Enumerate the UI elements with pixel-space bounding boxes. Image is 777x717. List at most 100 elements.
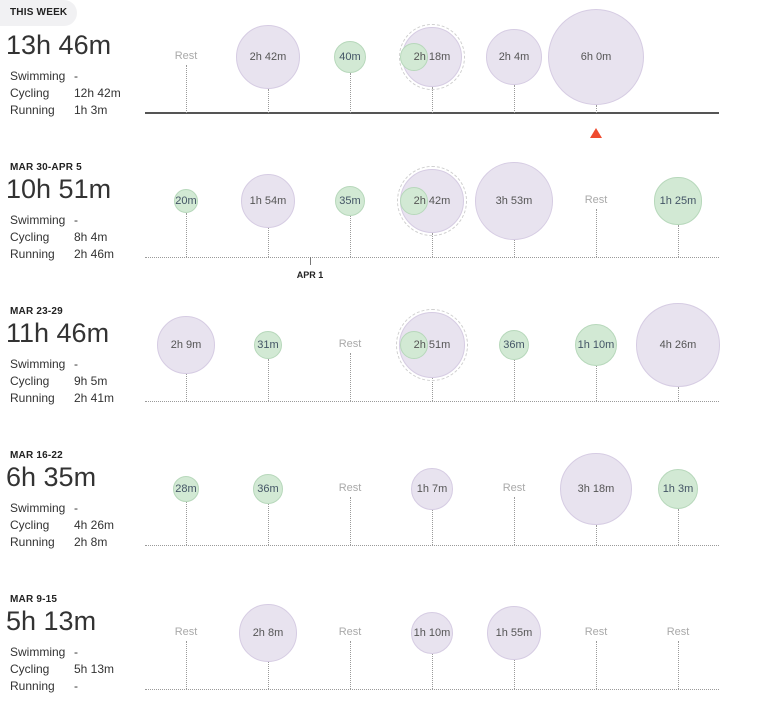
cycling-activity-bubble[interactable]: 2h 42m bbox=[235, 24, 301, 90]
week-label: MAR 30-APR 5 bbox=[10, 162, 82, 173]
sport-stat-row: Swimming - bbox=[10, 645, 78, 659]
day-stem bbox=[350, 497, 351, 545]
sport-name: Running bbox=[10, 247, 55, 261]
day-stem bbox=[514, 360, 515, 401]
day-stem bbox=[186, 502, 187, 545]
week-total: 11h 46m bbox=[6, 318, 110, 348]
running-activity-bubble[interactable]: 1h 10m bbox=[574, 323, 618, 367]
cycling-activity-bubble[interactable]: 4h 26m bbox=[636, 303, 720, 387]
rest-day-label[interactable]: Rest bbox=[666, 626, 690, 638]
day-stem bbox=[678, 224, 679, 257]
sport-duration: - bbox=[74, 645, 78, 659]
sport-name: Running bbox=[10, 679, 55, 693]
today-marker-icon bbox=[590, 128, 602, 138]
cycling-activity-bubble[interactable]: 1h 10m bbox=[410, 611, 454, 655]
week-timeline-axis bbox=[145, 689, 719, 690]
running-activity-bubble[interactable] bbox=[400, 43, 428, 71]
cycling-activity-bubble[interactable]: 1h 7m bbox=[411, 468, 453, 510]
week-row: MAR 16-22 6h 35m Swimming - Cycling 4h 26m Run… bbox=[0, 432, 777, 576]
day-stem bbox=[596, 366, 597, 401]
sport-name: Running bbox=[10, 535, 55, 549]
sport-name: Cycling bbox=[10, 518, 50, 532]
cycling-activity-bubble[interactable] bbox=[398, 311, 466, 379]
week-label: MAR 23-29 bbox=[10, 306, 63, 317]
cycling-activity-bubble[interactable]: 2h 9m bbox=[157, 316, 215, 374]
day-stem bbox=[350, 641, 351, 689]
sport-stat-row: Running 1h 3m bbox=[10, 103, 107, 117]
running-activity-bubble[interactable]: 36m bbox=[498, 329, 530, 361]
day-stem bbox=[350, 353, 351, 401]
week-total: 13h 46m bbox=[6, 30, 112, 60]
sport-duration: 9h 5m bbox=[74, 374, 108, 388]
sport-duration: - bbox=[74, 679, 78, 693]
sport-duration: 2h 8m bbox=[74, 535, 108, 549]
day-duration-label: 2h 51m bbox=[413, 338, 451, 351]
day-stem bbox=[186, 65, 187, 113]
sport-duration: - bbox=[74, 357, 78, 371]
week-timeline-axis bbox=[145, 401, 719, 402]
day-stem bbox=[514, 239, 515, 257]
day-stem bbox=[350, 216, 351, 257]
day-stem bbox=[514, 85, 515, 113]
sport-stat-row: Cycling 8h 4m bbox=[10, 230, 107, 244]
cycling-activity-bubble[interactable]: 1h 54m bbox=[240, 173, 296, 229]
sport-name: Swimming bbox=[10, 645, 66, 659]
sport-duration: 5h 13m bbox=[74, 662, 115, 676]
cycling-activity-bubble[interactable]: 2h 8m bbox=[239, 604, 297, 662]
running-activity-bubble[interactable]: 36m bbox=[252, 473, 284, 505]
running-activity-bubble[interactable]: 31m bbox=[253, 330, 283, 360]
rest-day-label[interactable]: Rest bbox=[174, 626, 198, 638]
rest-day-label[interactable]: Rest bbox=[338, 482, 362, 494]
running-activity-bubble[interactable]: 20m bbox=[174, 189, 198, 213]
cycling-activity-bubble[interactable]: 2h 4m bbox=[485, 28, 543, 86]
rest-day-label[interactable]: Rest bbox=[174, 50, 198, 62]
day-stem bbox=[678, 641, 679, 689]
running-activity-bubble[interactable]: 1h 25m bbox=[654, 177, 702, 225]
running-activity-bubble[interactable]: 35m bbox=[334, 185, 366, 217]
sport-name: Swimming bbox=[10, 357, 66, 371]
day-stem bbox=[678, 509, 679, 545]
running-activity-bubble[interactable]: 28m bbox=[172, 475, 200, 503]
day-stem bbox=[268, 661, 269, 689]
month-boundary-label: APR 1 bbox=[296, 270, 324, 280]
week-row: MAR 30-APR 5 10h 51m Swimming - Cycling 8h 4m… bbox=[0, 144, 777, 288]
running-activity-bubble[interactable]: 40m bbox=[333, 40, 367, 74]
week-row: MAR 23-29 11h 46m Swimming - Cycling 9h 5m Run… bbox=[0, 288, 777, 432]
cycling-activity-bubble[interactable]: 6h 0m bbox=[547, 8, 645, 106]
sport-stat-row: Running - bbox=[10, 679, 78, 693]
week-total: 5h 13m bbox=[6, 606, 97, 636]
day-stem bbox=[596, 209, 597, 257]
cycling-activity-bubble[interactable]: 3h 53m bbox=[475, 162, 553, 240]
rest-day-label[interactable]: Rest bbox=[502, 482, 526, 494]
day-stem bbox=[432, 654, 433, 689]
sport-stat-row: Cycling 9h 5m bbox=[10, 374, 107, 388]
day-stem bbox=[596, 105, 597, 113]
rest-day-label[interactable]: Rest bbox=[338, 338, 362, 350]
running-activity-bubble[interactable]: 1h 3m bbox=[657, 468, 699, 510]
sport-duration: - bbox=[74, 69, 78, 83]
day-duration-label: 2h 42m bbox=[413, 194, 451, 207]
week-total: 6h 35m bbox=[6, 462, 97, 492]
cycling-activity-bubble[interactable]: 3h 18m bbox=[560, 453, 632, 525]
day-stem bbox=[514, 497, 515, 545]
week-label: MAR 9-15 bbox=[10, 594, 58, 605]
day-stem bbox=[432, 378, 433, 401]
rest-day-label[interactable]: Rest bbox=[338, 626, 362, 638]
sport-name: Swimming bbox=[10, 501, 66, 515]
running-activity-bubble[interactable] bbox=[400, 331, 428, 359]
sport-stat-row: Running 2h 41m bbox=[10, 391, 114, 405]
day-stem bbox=[596, 641, 597, 689]
sport-stat-row: Running 2h 46m bbox=[10, 247, 114, 261]
rest-day-label[interactable]: Rest bbox=[584, 194, 608, 206]
sport-duration: 1h 3m bbox=[74, 103, 108, 117]
sport-stat-row: Cycling 12h 42m bbox=[10, 86, 121, 100]
combined-activity-ring bbox=[399, 24, 465, 90]
cycling-activity-bubble[interactable]: 1h 55m bbox=[486, 605, 542, 661]
sport-duration: 4h 26m bbox=[74, 518, 115, 532]
day-stem bbox=[432, 86, 433, 113]
sport-stat-row: Cycling 5h 13m bbox=[10, 662, 114, 676]
sport-stat-row: Cycling 4h 26m bbox=[10, 518, 114, 532]
rest-day-label[interactable]: Rest bbox=[584, 626, 608, 638]
running-activity-bubble[interactable] bbox=[400, 187, 428, 215]
sport-stat-row: Running 2h 8m bbox=[10, 535, 107, 549]
